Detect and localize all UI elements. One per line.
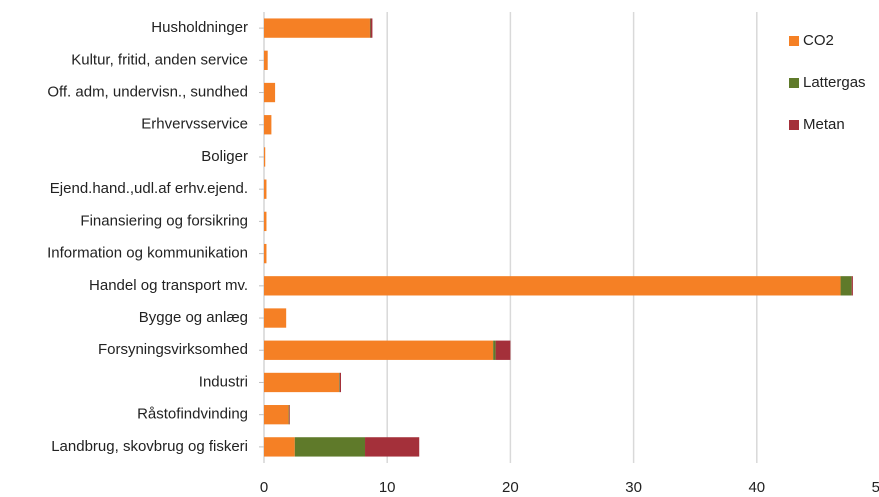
bar-segment <box>264 243 267 264</box>
y-tick-label: Information og kommunikation <box>47 245 248 262</box>
legend-label: Lattergas <box>803 74 866 91</box>
bar-segment <box>369 18 371 38</box>
legend-swatch <box>789 36 799 46</box>
bar-segment <box>264 179 267 199</box>
y-tick-label: Erhvervsservice <box>141 116 248 133</box>
bar-segment <box>264 340 494 360</box>
bar-segment <box>370 18 373 38</box>
y-tick-label: Bygge og anlæg <box>139 309 248 326</box>
y-tick-label: Industri <box>199 373 248 390</box>
bar-segment <box>264 372 340 393</box>
legend-swatch <box>789 78 799 88</box>
bar-segment <box>264 211 267 232</box>
y-tick-label: Off. adm, undervisn., sundhed <box>47 84 248 101</box>
bar-segment <box>264 82 276 103</box>
bar-segment <box>264 437 295 457</box>
x-tick-label: 40 <box>748 479 765 496</box>
bar-segment <box>264 405 289 425</box>
bar-segment <box>289 405 290 425</box>
y-tick-label: Kultur, fritid, anden service <box>71 51 248 68</box>
x-tick-label: 20 <box>502 479 519 496</box>
bar-segment <box>264 50 268 70</box>
y-tick-label: Handel og transport mv. <box>89 277 248 294</box>
y-tick-label: Forsyningsvirksomhed <box>98 341 248 358</box>
bar-segment <box>264 276 841 296</box>
y-tick-label: Ejend.hand.,udl.af erhv.ejend. <box>50 180 248 197</box>
x-tick-label: 10 <box>379 479 396 496</box>
bar-segment <box>264 18 370 38</box>
legend-swatch <box>789 120 799 130</box>
bar-segment <box>264 308 287 328</box>
legend-label: CO2 <box>803 32 834 49</box>
bar-segment <box>339 372 341 393</box>
bar-segment <box>264 147 266 167</box>
x-tick-label: 30 <box>625 479 642 496</box>
bar-segment <box>288 405 290 425</box>
bar-segment <box>264 115 272 135</box>
y-tick-label: Landbrug, skovbrug og fiskeri <box>51 438 248 455</box>
y-tick-label: Husholdninger <box>151 19 248 36</box>
legend-label: Metan <box>803 116 845 133</box>
bar-segment <box>365 437 420 457</box>
y-tick-label: Råstofindvinding <box>137 406 248 423</box>
bar-segment <box>339 372 340 393</box>
x-tick-label: 50 <box>872 479 879 496</box>
y-tick-label: Finansiering og forsikring <box>80 212 248 229</box>
bar-segment <box>495 340 511 360</box>
bar-segment <box>493 340 496 360</box>
bar-segment <box>851 276 853 296</box>
y-tick-label: Boliger <box>201 148 248 165</box>
bar-segment <box>840 276 852 296</box>
bar-segment <box>294 437 366 457</box>
x-tick-label: 0 <box>260 479 268 496</box>
